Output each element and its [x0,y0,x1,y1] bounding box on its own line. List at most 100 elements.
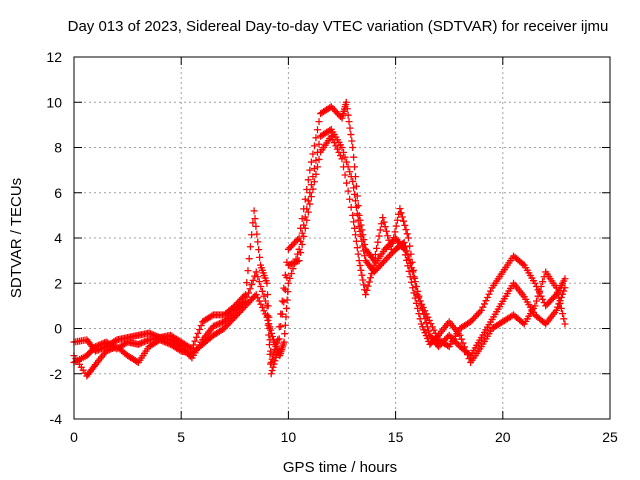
data-point [268,367,276,375]
data-point [287,242,295,250]
data-point [399,244,407,252]
data-point [363,286,371,294]
data-point [362,291,370,299]
data-point [330,139,338,147]
data-point [240,292,248,300]
data-point [186,352,194,360]
series-track-c [70,132,569,378]
data-point [354,250,362,258]
data-point [341,153,349,161]
data-point [415,310,423,318]
data-point [242,297,250,305]
data-point [559,290,567,298]
data-point [341,171,349,179]
data-point [371,250,379,258]
data-point [428,323,436,331]
data-point [467,318,475,326]
data-point [349,177,357,185]
data-point [281,321,289,329]
data-point [183,349,191,357]
data-point [384,232,392,240]
data-point [335,148,343,156]
y-tick-label: 6 [54,185,62,201]
data-point [519,319,527,327]
data-point [281,330,289,338]
data-point [531,279,539,287]
data-point [265,331,273,339]
data-point [179,344,187,352]
data-point [243,279,251,287]
data-point [349,144,357,151]
data-point [375,263,383,271]
data-point [548,295,556,303]
data-point [254,238,262,246]
data-point [249,219,257,227]
data-point [366,274,374,282]
data-point [294,250,302,258]
data-point [360,236,368,244]
data-point [300,205,308,213]
data-point [408,278,416,286]
data-point [393,216,401,224]
data-point [485,290,493,298]
data-point [356,261,364,269]
data-point [231,313,239,321]
data-point [304,197,312,205]
data-point [382,227,390,235]
data-point [208,312,216,320]
data-point [351,173,359,181]
x-tick-label: 15 [388,429,404,445]
data-point [270,360,278,368]
data-point [354,202,362,210]
data-point [284,279,292,287]
data-point [182,347,190,355]
data-point [559,310,567,318]
data-point [442,335,450,343]
data-point [403,230,411,238]
data-point [381,245,389,253]
data-point [300,221,308,229]
data-point [226,318,234,326]
data-point [356,216,364,224]
data-point [444,342,452,350]
data-point [295,257,303,265]
data-point [281,286,289,294]
data-point [347,131,355,139]
data-point [379,214,387,222]
data-point [196,325,204,333]
data-point [487,287,495,295]
data-point [358,226,366,234]
data-point [255,297,263,305]
data-point [373,244,381,252]
data-point [346,168,354,176]
data-point [409,284,417,292]
data-point [346,124,354,132]
data-point [411,294,419,302]
data-point [327,132,335,140]
data-point [249,276,257,284]
data-point [274,336,282,344]
data-point [253,230,261,238]
data-point [402,226,410,234]
data-point [277,323,285,331]
y-tick-label: 2 [54,275,62,291]
y-tick-labels: -4 -2 0 2 4 6 8 10 12 [46,49,62,427]
data-point [297,249,305,257]
data-point [406,242,414,250]
y-axis-label: SDTVAR / TECUs [8,178,25,298]
data-point [384,253,392,261]
data-point [243,293,251,301]
data-point [482,297,490,305]
data-point [291,239,299,247]
data-point [265,341,273,349]
data-point [400,245,408,253]
data-point [330,106,338,114]
data-point [254,294,262,302]
data-point [272,342,280,350]
data-point [343,179,351,187]
data-point [531,302,539,310]
data-point [409,266,417,274]
data-point [304,176,312,184]
data-point [278,310,286,318]
data-point [256,253,264,261]
